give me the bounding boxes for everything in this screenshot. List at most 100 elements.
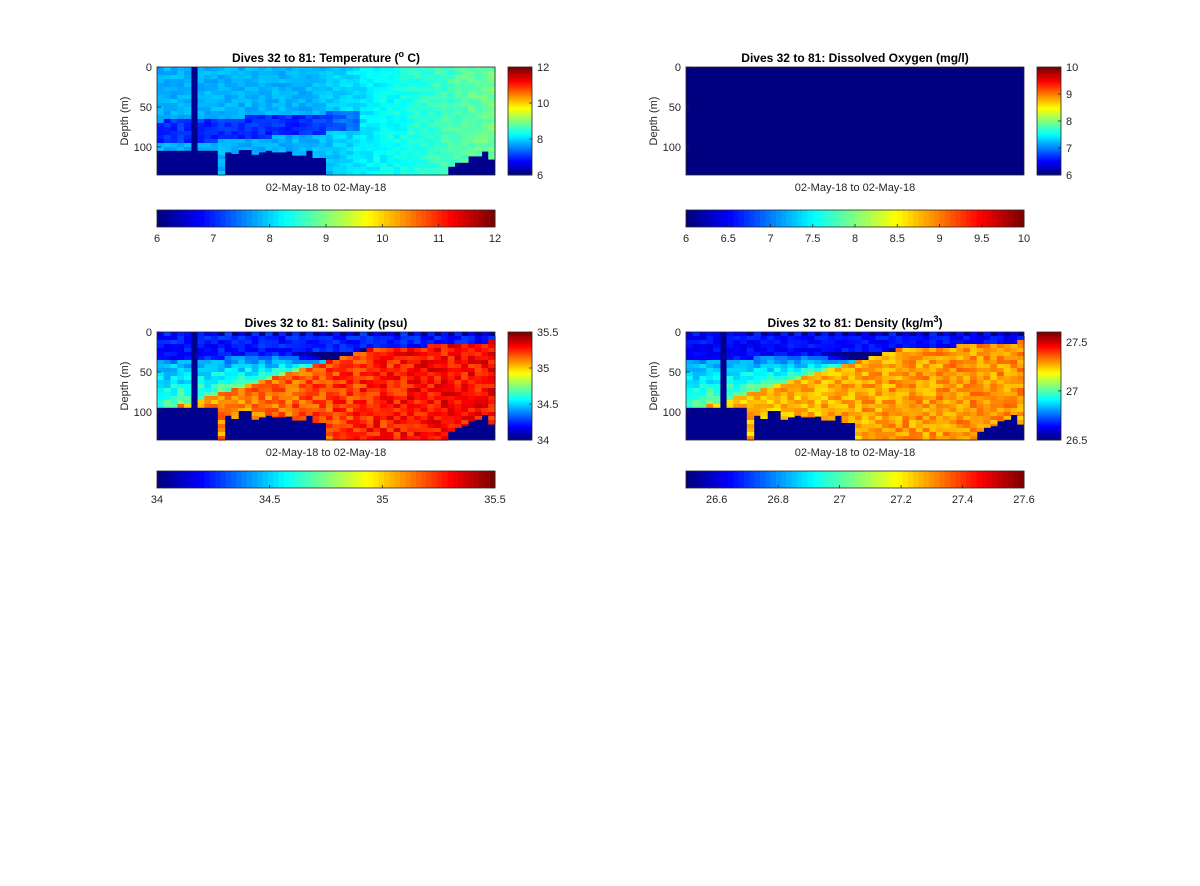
heatmap-cell bbox=[285, 119, 293, 124]
heatmap-cell bbox=[359, 67, 368, 72]
heatmap-cell bbox=[461, 95, 469, 100]
heatmap-cell bbox=[244, 352, 253, 357]
heatmap-cell bbox=[990, 372, 998, 377]
heatmap-cell bbox=[440, 151, 449, 156]
colorbar-segment bbox=[389, 210, 396, 227]
heatmap-cell bbox=[888, 332, 897, 337]
heatmap-cell bbox=[929, 380, 937, 385]
heatmap-cell bbox=[244, 348, 253, 353]
colorbar-segment bbox=[865, 471, 872, 488]
heatmap-cell bbox=[746, 368, 755, 373]
heatmap-cell bbox=[413, 87, 422, 92]
heatmap-cell bbox=[888, 404, 897, 409]
heatmap-cell bbox=[204, 99, 212, 104]
heatmap-cell bbox=[292, 131, 300, 136]
colorbar-segment bbox=[508, 80, 532, 83]
heatmap-cell bbox=[800, 380, 809, 385]
heatmap-cell bbox=[753, 336, 761, 341]
heatmap-cell bbox=[359, 416, 368, 421]
heatmap-cell bbox=[285, 95, 293, 100]
heatmap-cell bbox=[305, 368, 314, 373]
heatmap-cell bbox=[780, 408, 788, 413]
heatmap-cell bbox=[834, 356, 843, 361]
heatmap-cell bbox=[413, 159, 422, 164]
heatmap-cell bbox=[326, 107, 334, 112]
heatmap-cell bbox=[969, 340, 978, 345]
heatmap-cell bbox=[440, 147, 449, 152]
heatmap-cell bbox=[346, 360, 354, 365]
heatmap-cell bbox=[231, 115, 239, 120]
heatmap-cell bbox=[855, 360, 863, 365]
heatmap-cell bbox=[346, 155, 354, 160]
heatmap-cell bbox=[963, 376, 971, 381]
heatmap-cell bbox=[197, 352, 205, 357]
heatmap-cell bbox=[204, 87, 212, 92]
heatmap-cell bbox=[224, 151, 232, 153]
heatmap-cell bbox=[1003, 364, 1012, 369]
heatmap-cell bbox=[467, 123, 476, 128]
heatmap-cell bbox=[346, 79, 354, 84]
heatmap-cell bbox=[963, 360, 971, 365]
heatmap-cell bbox=[231, 412, 239, 417]
heatmap-cell bbox=[447, 91, 456, 96]
heatmap-cell bbox=[699, 344, 707, 349]
heatmap-cell bbox=[474, 412, 483, 417]
heatmap-cell bbox=[1017, 400, 1025, 405]
heatmap-cell bbox=[427, 404, 435, 409]
heatmap-cell bbox=[427, 384, 435, 389]
heatmap-cell bbox=[278, 127, 287, 132]
heatmap-cell bbox=[231, 360, 239, 365]
heatmap-cell bbox=[366, 432, 374, 437]
heatmap-cell bbox=[794, 392, 802, 397]
heatmap-cell bbox=[434, 368, 442, 373]
heatmap-cell bbox=[163, 368, 172, 373]
colorbar-segment bbox=[347, 471, 353, 488]
colorbar-segment bbox=[944, 471, 951, 488]
heatmap-cell bbox=[969, 364, 978, 369]
y-tick-label: 50 bbox=[140, 102, 152, 114]
heatmap-cell bbox=[265, 404, 273, 409]
heatmap-cell bbox=[706, 340, 714, 345]
heatmap-cell bbox=[834, 388, 843, 393]
colorbar-tick-label: 27.6 bbox=[1013, 494, 1034, 506]
colorbar-segment bbox=[167, 471, 174, 488]
heatmap-cell bbox=[800, 352, 809, 357]
heatmap-cell bbox=[888, 336, 897, 341]
heatmap-cell bbox=[868, 400, 876, 405]
heatmap-cell bbox=[481, 352, 489, 357]
heatmap-cell bbox=[332, 139, 341, 144]
heatmap-cell bbox=[413, 91, 422, 96]
heatmap-cell bbox=[909, 408, 917, 413]
heatmap-cell bbox=[447, 360, 456, 365]
heatmap-cell bbox=[339, 368, 347, 373]
heatmap-cell bbox=[359, 420, 368, 425]
heatmap-cell bbox=[326, 67, 334, 72]
heatmap-cell bbox=[251, 356, 259, 361]
heatmap-cell bbox=[217, 376, 226, 381]
bottom-colorbar: 26.6 26.8 27 27.2 27.4 27.6 bbox=[685, 470, 1035, 506]
colorbar-segment bbox=[934, 471, 940, 488]
colorbar-segment bbox=[1037, 424, 1061, 427]
heatmap-cell bbox=[407, 155, 415, 160]
heatmap-cell bbox=[413, 147, 422, 152]
heatmap-cell bbox=[184, 396, 192, 401]
heatmap-cell bbox=[177, 368, 185, 373]
heatmap-cell bbox=[420, 424, 428, 429]
heatmap-cell bbox=[488, 360, 496, 365]
heatmap-cell bbox=[265, 99, 273, 104]
heatmap-cell bbox=[285, 83, 293, 88]
heatmap-cell bbox=[942, 352, 951, 357]
heatmap-cell bbox=[1003, 340, 1012, 345]
heatmap-cell bbox=[373, 163, 381, 168]
heatmap-cell bbox=[447, 115, 456, 120]
heatmap-cell bbox=[868, 380, 876, 385]
heatmap-cell bbox=[713, 388, 721, 393]
heatmap-cell bbox=[353, 376, 361, 381]
heatmap-cell bbox=[157, 336, 165, 341]
heatmap-cell bbox=[746, 424, 755, 429]
heatmap-cell bbox=[787, 384, 795, 389]
heatmap-cell bbox=[271, 376, 280, 381]
heatmap-cell bbox=[1017, 404, 1025, 409]
heatmap-cell bbox=[868, 424, 876, 429]
heatmap-cell bbox=[359, 87, 368, 92]
